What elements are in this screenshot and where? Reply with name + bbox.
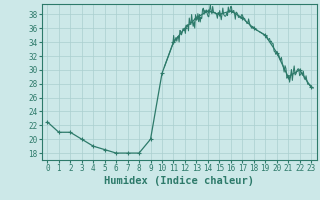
X-axis label: Humidex (Indice chaleur): Humidex (Indice chaleur) xyxy=(104,176,254,186)
